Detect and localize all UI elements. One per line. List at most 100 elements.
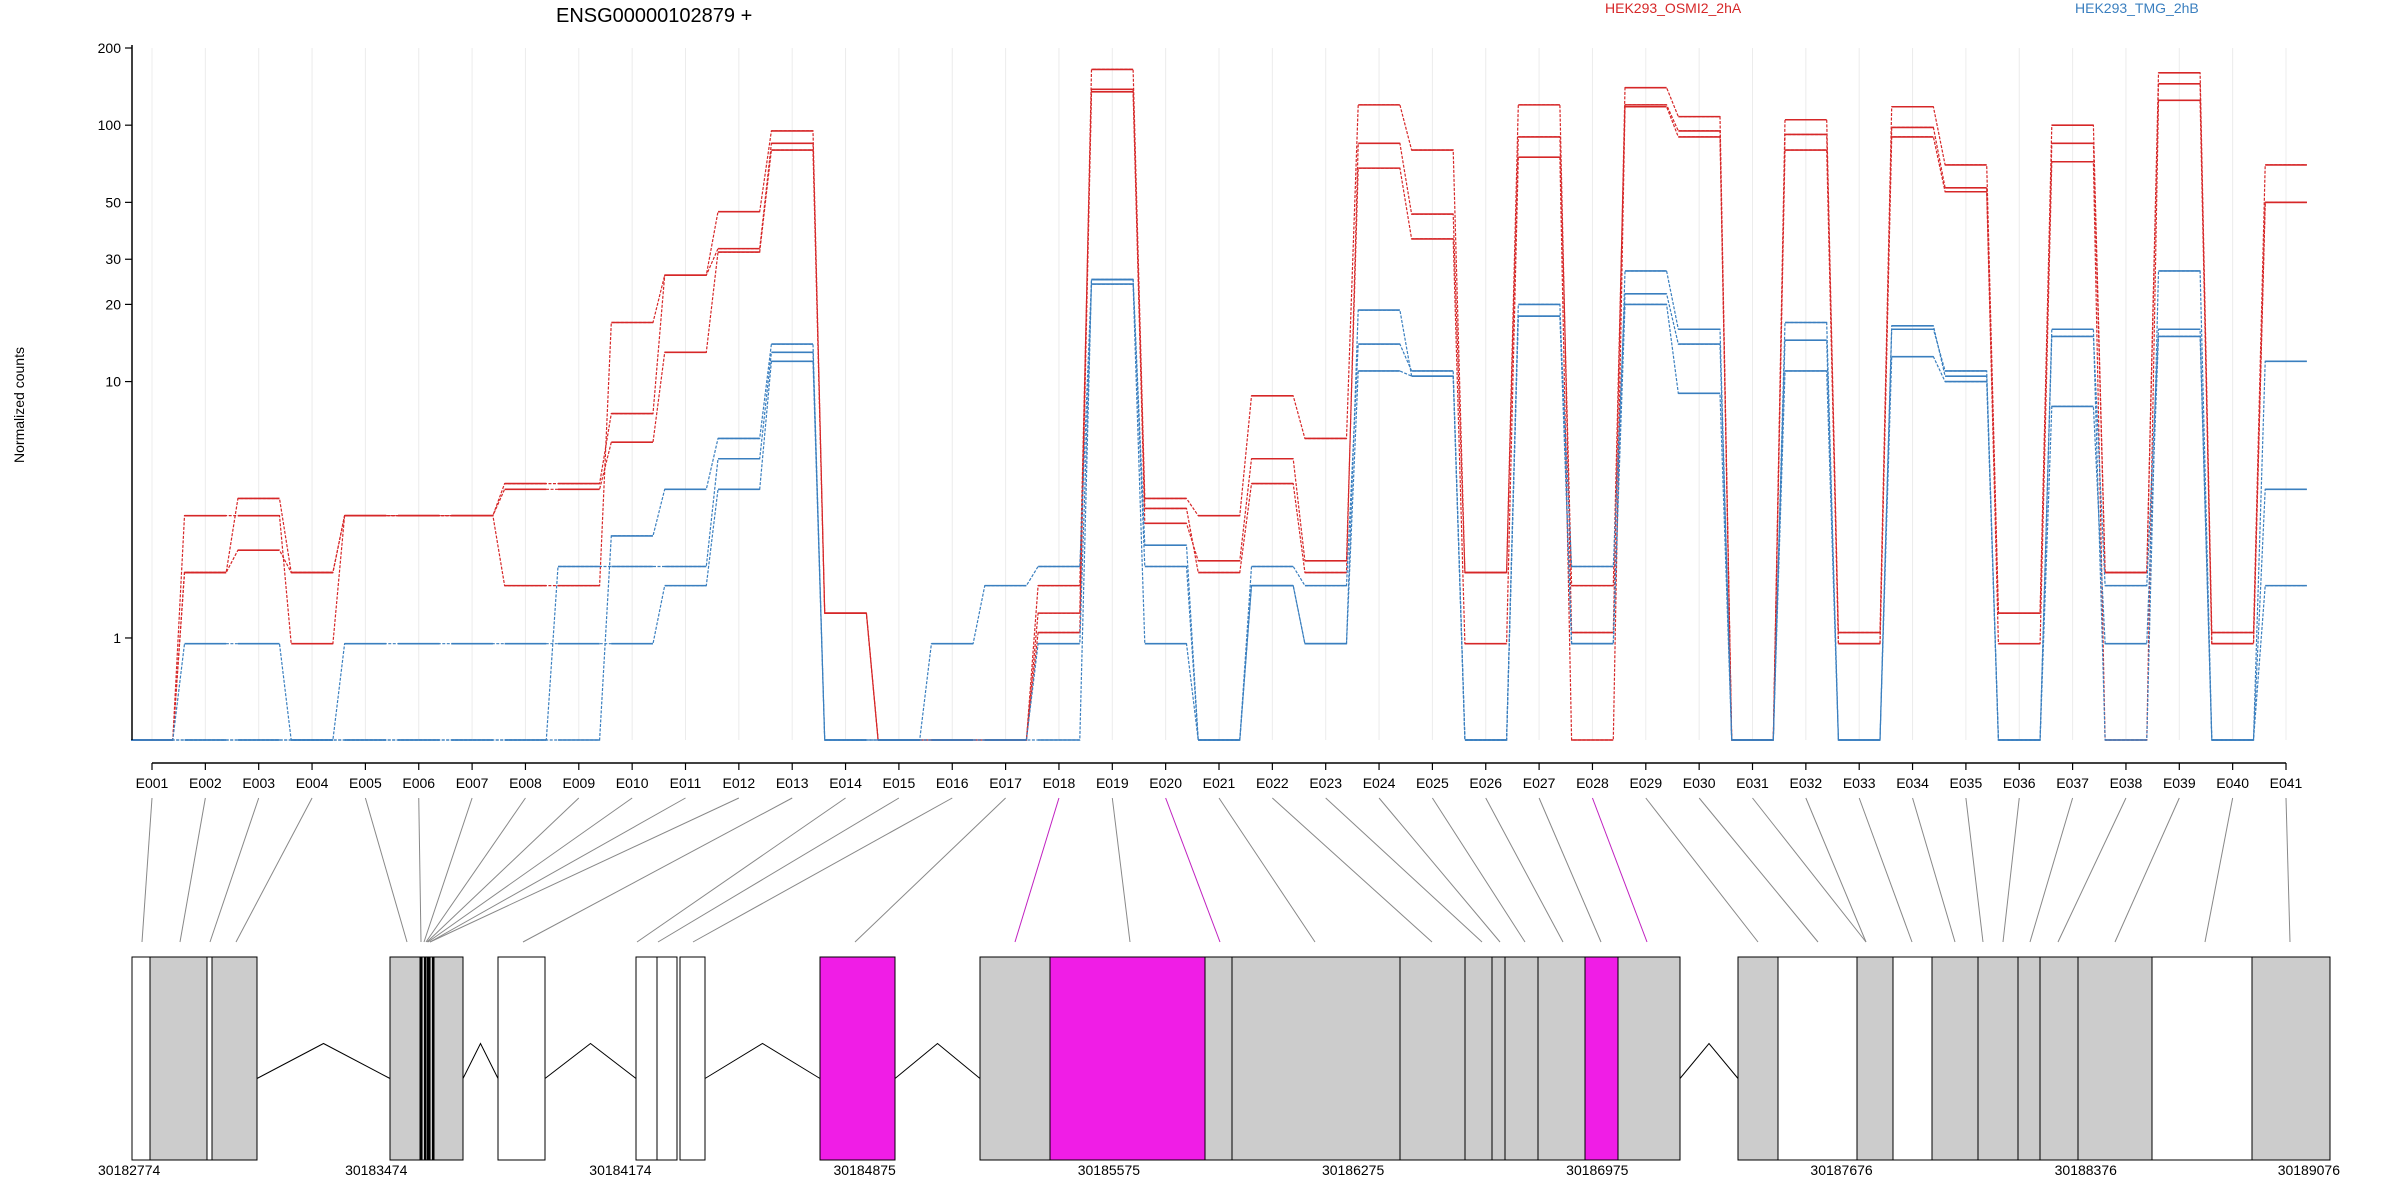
intron-line [704, 1042, 821, 1079]
x-tick-label: E032 [1789, 775, 1822, 791]
exon-connector [179, 797, 206, 943]
exon-block [1856, 956, 1894, 1161]
x-tick-label: E041 [2270, 775, 2303, 791]
exon-connector [2029, 797, 2074, 943]
exon-connector [2285, 797, 2291, 943]
gene-model-track [131, 956, 2331, 1161]
x-tick-label: E028 [1576, 775, 1609, 791]
x-tick-label: E002 [189, 775, 222, 791]
exon-block [635, 956, 658, 1161]
exon-connector [1111, 797, 1131, 943]
exon-divider [427, 957, 430, 1160]
x-tick-label: E021 [1203, 775, 1236, 791]
genomic-tick-label: 30189076 [2278, 1162, 2341, 1178]
genomic-ticks: 30182774 30183474 30184174 30184875 30185575… [98, 1162, 2340, 1178]
genomic-tick-label: 30184875 [834, 1162, 897, 1178]
exon-connector [364, 797, 408, 943]
exon-connector [1858, 797, 1913, 943]
exon-connector [1165, 797, 1221, 943]
exon-connector [1591, 797, 1648, 943]
exon-block [979, 956, 1051, 1161]
axes [131, 45, 2286, 764]
intron-line [544, 1042, 637, 1079]
x-tick-label: E013 [776, 775, 809, 791]
x-tick-label: E005 [349, 775, 382, 791]
series-line [131, 91, 2307, 741]
exon-block [1584, 956, 1619, 1161]
x-tick-label: E037 [2056, 775, 2089, 791]
x-tick-label: E022 [1256, 775, 1289, 791]
exon-block [2077, 956, 2153, 1161]
x-tick-label: E001 [136, 775, 169, 791]
x-tick-label: E011 [670, 775, 702, 791]
exon-connector [1752, 797, 1867, 943]
exon-connector [1272, 797, 1433, 943]
exon-connector [1965, 797, 1984, 943]
exon-connector [1538, 797, 1602, 943]
genomic-tick-label: 30187676 [1810, 1162, 1873, 1178]
exon-connector [1805, 797, 1867, 943]
exon-connector [2002, 797, 2020, 943]
exon-block [1777, 956, 1858, 1161]
exon-block [1892, 956, 1933, 1161]
x-tick-label: E026 [1469, 775, 1502, 791]
exon-block [2251, 956, 2331, 1161]
exon-block [389, 956, 421, 1161]
exon-block [1491, 956, 1506, 1161]
x-tick-label: E019 [1096, 775, 1129, 791]
x-tick-label: E018 [1043, 775, 1076, 791]
exon-divider [420, 957, 423, 1160]
exon-connector [1698, 797, 1819, 943]
genomic-tick-label: 30186275 [1322, 1162, 1385, 1178]
exon-block [819, 956, 896, 1161]
exon-connector [657, 797, 900, 943]
series-line [131, 68, 2307, 741]
x-tick-label: E016 [936, 775, 969, 791]
exon-block [131, 956, 151, 1161]
x-tick-label: E039 [2163, 775, 2196, 791]
exon-connector [425, 797, 526, 943]
x-tick-label: E025 [1416, 775, 1449, 791]
x-tick-label: E014 [829, 775, 862, 791]
exon-connector [209, 797, 260, 943]
exon-block [497, 956, 546, 1161]
x-tick-label: E024 [1363, 775, 1396, 791]
exon-block [1617, 956, 1681, 1161]
x-ticks: E001 E002 E003 E004 E005 E006 E007 E008 E009 E010… [136, 763, 2303, 791]
x-tick-label: E031 [1736, 775, 1769, 791]
exon-connector [423, 797, 473, 943]
exon-connector [429, 797, 686, 943]
genomic-tick-label: 30182774 [98, 1162, 161, 1178]
x-tick-label: E006 [402, 775, 435, 791]
x-tick-label: E038 [2110, 775, 2143, 791]
x-tick-label: E004 [296, 775, 329, 791]
x-tick-label: E030 [1683, 775, 1716, 791]
y-tick-label: 100 [98, 117, 122, 133]
exon-connector [1014, 797, 1060, 943]
exon-divider [424, 957, 427, 1160]
x-tick-label: E029 [1629, 775, 1662, 791]
exon-connector [1218, 797, 1316, 943]
x-tick-label: E034 [1896, 775, 1929, 791]
exon-block [1204, 956, 1233, 1161]
x-tick-label: E003 [242, 775, 275, 791]
exon-connector [1645, 797, 1759, 943]
vertical-grid [151, 48, 2287, 740]
x-tick-label: E012 [722, 775, 755, 791]
exon-block [1231, 956, 1401, 1161]
exon-connectors [141, 797, 2291, 943]
y-tick-label: 50 [105, 194, 121, 210]
intron-line [1679, 1042, 1739, 1079]
y-tick-label: 10 [105, 374, 121, 390]
exon-block [1537, 956, 1586, 1161]
x-tick-label: E010 [616, 775, 649, 791]
exon-block [2039, 956, 2079, 1161]
x-tick-label: E033 [1843, 775, 1876, 791]
x-tick-label: E023 [1309, 775, 1342, 791]
genomic-tick-label: 30184174 [589, 1162, 652, 1178]
exon-block [1399, 956, 1466, 1161]
y-tick-label: 200 [98, 40, 122, 56]
intron-line [256, 1042, 391, 1079]
exon-block [1049, 956, 1206, 1161]
